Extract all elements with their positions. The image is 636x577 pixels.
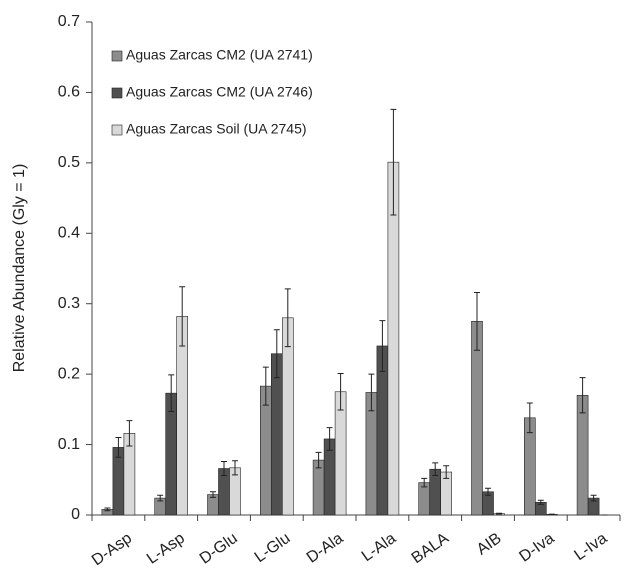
x-tick-label: L-Iva (571, 530, 610, 564)
legend-label: Aguas Zarcas Soil (UA 2745) (126, 121, 307, 137)
x-tick-label: D-Asp (89, 530, 135, 569)
x-tick-label: D-Iva (516, 530, 557, 566)
error-bar (368, 373, 375, 412)
bar (429, 468, 442, 516)
error-bar (579, 377, 586, 414)
error-bar (526, 402, 533, 434)
error-bar (496, 512, 502, 515)
x-tick-label: BALA (409, 530, 453, 568)
error-bar (262, 366, 269, 406)
y-tick-label: 0.3 (58, 295, 80, 312)
x-tick-label: L-Asp (144, 530, 188, 568)
error-bar (485, 487, 491, 496)
legend-label: Aguas Zarcas CM2 (UA 2741) (126, 47, 313, 63)
x-tick-label: L-Ala (359, 530, 399, 565)
error-bar (421, 477, 428, 488)
bar (281, 317, 294, 516)
error-bar (379, 320, 386, 372)
error-bar (273, 329, 280, 379)
y-tick-label: 0.6 (58, 84, 80, 101)
error-bar (126, 420, 133, 447)
x-tick-label: D-Ala (304, 530, 347, 567)
error-bar (337, 372, 344, 411)
error-bar (390, 108, 397, 216)
x-tick-label: AIB (474, 530, 505, 559)
error-bar (315, 451, 322, 469)
error-bar (104, 507, 111, 512)
legend-swatch (111, 50, 123, 62)
error-bar (168, 374, 175, 412)
y-tick-label: 0.4 (58, 225, 80, 242)
error-bar (179, 286, 186, 347)
x-tick-label: D-Glu (197, 530, 241, 568)
error-bar (474, 291, 480, 351)
error-bar (443, 465, 450, 479)
error-bar (157, 494, 164, 502)
legend-swatch (111, 87, 123, 99)
legend-swatch (111, 124, 123, 136)
y-axis-label: Relative Abundance (Gly = 1) (11, 164, 28, 373)
y-tick-label: 0.1 (58, 436, 80, 453)
y-tick-label: 0 (71, 506, 80, 523)
error-bar (432, 462, 439, 477)
bar (418, 482, 431, 516)
y-tick-label: 0.2 (58, 365, 80, 382)
legend-label: Aguas Zarcas CM2 (UA 2746) (126, 84, 313, 100)
y-tick-label: 0.5 (58, 154, 80, 171)
x-tick-label: L-Glu (252, 530, 294, 566)
error-bar (221, 460, 227, 477)
error-bar (284, 288, 291, 348)
error-bar (537, 499, 544, 505)
error-bar (326, 427, 333, 451)
y-tick-label: 0.7 (58, 13, 80, 30)
error-bar (115, 437, 122, 458)
error-bar (210, 491, 216, 498)
error-bar (590, 494, 597, 502)
error-bar (232, 460, 238, 476)
